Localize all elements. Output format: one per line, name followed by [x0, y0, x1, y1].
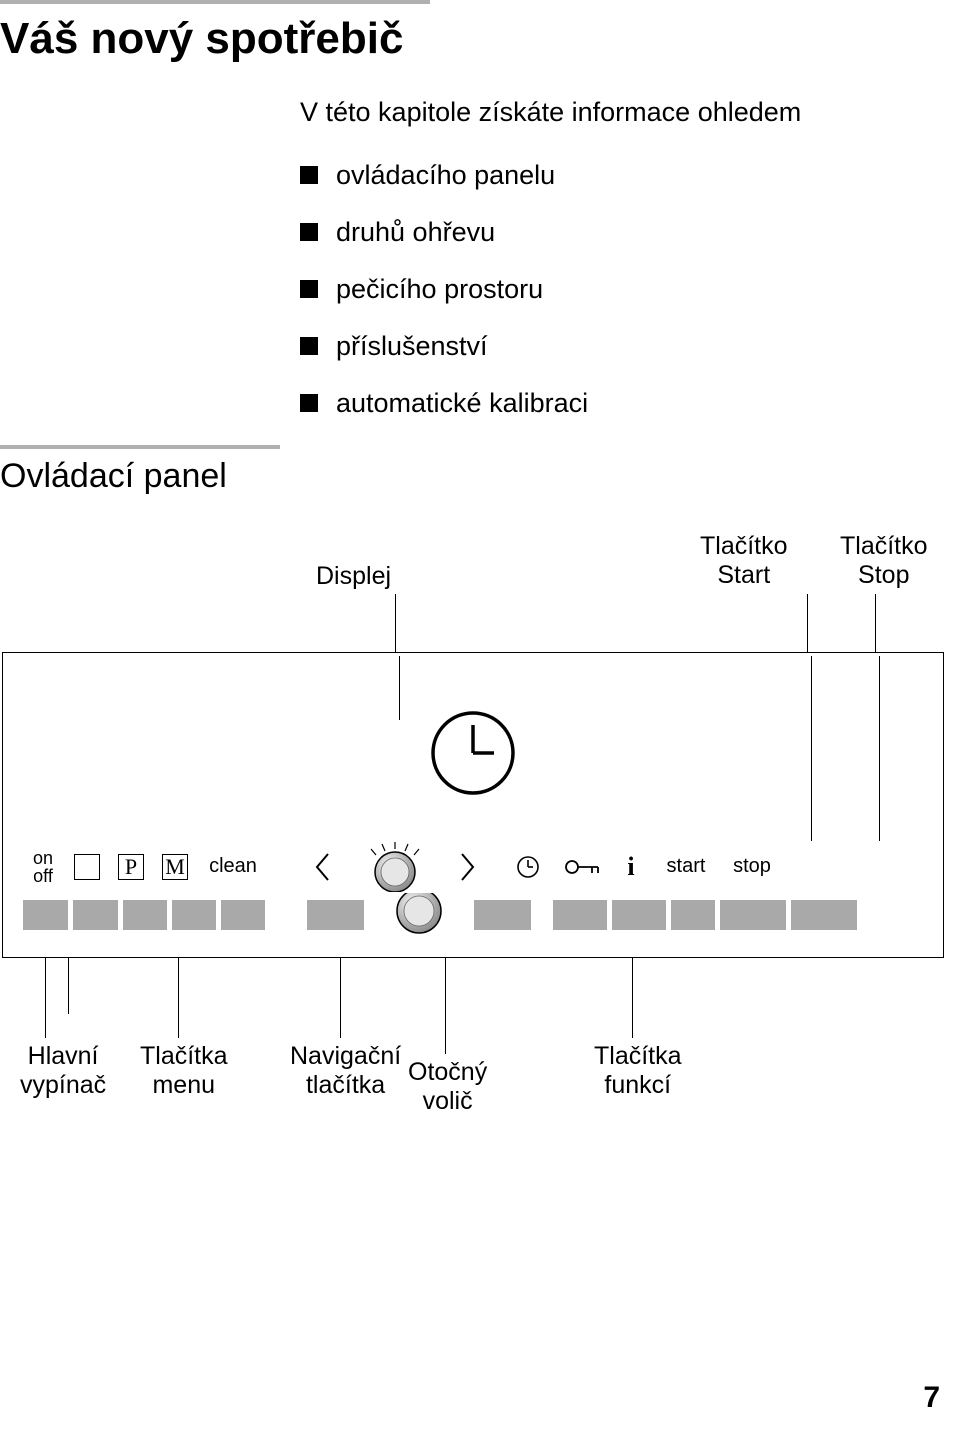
bullet-square-icon [300, 223, 318, 241]
callout-func-buttons: Tlačítkafunkcí [594, 1042, 682, 1100]
leader-line [340, 958, 341, 1038]
square-icon [74, 854, 100, 880]
dial-bottom-icon [376, 893, 462, 937]
clock-icon [425, 705, 521, 801]
callout-stop-line1: Tlačítko [840, 532, 928, 561]
key[interactable] [474, 900, 531, 930]
dial-bottom[interactable] [369, 893, 469, 937]
callout-stop: Tlačítko Stop [840, 532, 928, 590]
bullet-text: ovládacího panelu [336, 160, 555, 191]
callout-nav-buttons: Navigačnítlačítka [290, 1042, 401, 1100]
bullet-text: druhů ohřevu [336, 217, 495, 248]
dial-icon [352, 842, 438, 892]
callout-rotary: Otočnývolič [408, 1058, 487, 1116]
key-strip [15, 893, 931, 941]
bullet-item: příslušenství [300, 331, 960, 362]
bullet-item: ovládacího panelu [300, 160, 960, 191]
key[interactable] [791, 900, 857, 930]
bullet-square-icon [300, 166, 318, 184]
key[interactable] [671, 900, 715, 930]
key[interactable] [720, 900, 786, 930]
bullet-item: pečicího prostoru [300, 274, 960, 305]
bullet-text: pečicího prostoru [336, 274, 543, 305]
leader-line [45, 958, 46, 1038]
leader-line [875, 594, 876, 652]
p-icon: P [118, 854, 144, 880]
callouts-top: Displej Tlačítko Start Tlačítko Stop [0, 532, 960, 652]
start-label: start [667, 855, 706, 877]
chevron-right-icon [457, 852, 477, 882]
on-label: on [21, 849, 65, 867]
callouts-bottom: Hlavnívypínač Tlačítkamenu Navigačnítlač… [0, 958, 960, 1118]
top-rule [0, 0, 430, 4]
clock-small-icon [515, 854, 541, 880]
on-off-label: on off [21, 849, 65, 885]
chevron-left-icon [313, 852, 333, 882]
key[interactable] [23, 900, 68, 930]
page-title: Váš nový spotřebič [0, 14, 960, 64]
bullet-text: automatické kalibraci [336, 388, 588, 419]
control-row: on off P M clean [15, 841, 931, 893]
callout-main-switch: Hlavnívypínač [20, 1042, 106, 1100]
nav-left-button[interactable] [301, 852, 345, 882]
callout-stop-line2: Stop [840, 561, 928, 590]
leader-line [807, 594, 808, 652]
nav-right-button[interactable] [445, 852, 489, 882]
heating-type-button[interactable] [65, 854, 109, 880]
bullet-item: druhů ohřevu [300, 217, 960, 248]
key[interactable] [221, 900, 265, 930]
leader-line [395, 594, 396, 652]
section-rule [0, 445, 280, 449]
m-button[interactable]: M [153, 854, 197, 880]
off-label: off [21, 867, 65, 885]
start-button[interactable]: start [653, 855, 719, 878]
bullet-text: příslušenství [336, 331, 488, 362]
stop-label: stop [733, 855, 771, 877]
bullet-item: automatické kalibraci [300, 388, 960, 419]
leader-line [879, 656, 880, 841]
key[interactable] [73, 900, 118, 930]
rotary-dial[interactable] [345, 842, 445, 892]
leader-line [178, 958, 179, 1038]
bullet-square-icon [300, 280, 318, 298]
m-icon: M [162, 854, 188, 880]
page-number: 7 [923, 1381, 940, 1415]
leader-line [399, 656, 400, 720]
lock-button[interactable] [555, 857, 609, 877]
key[interactable] [172, 900, 216, 930]
key-lock-icon [564, 857, 600, 877]
callout-display: Displej [316, 562, 391, 591]
key[interactable] [612, 900, 666, 930]
callout-start-line1: Tlačítko [700, 532, 788, 561]
leader-line [632, 958, 633, 1038]
clean-button[interactable]: clean [197, 855, 269, 878]
clean-label: clean [209, 855, 257, 877]
leader-line [811, 656, 812, 841]
callout-display-label: Displej [316, 562, 391, 590]
info-icon: i [627, 852, 634, 882]
key[interactable] [307, 900, 364, 930]
leader-line [445, 958, 446, 1054]
callout-start: Tlačítko Start [700, 532, 788, 590]
bullet-list: ovládacího panelu druhů ohřevu pečicího … [300, 160, 960, 419]
key[interactable] [123, 900, 167, 930]
stop-button[interactable]: stop [719, 855, 785, 878]
timer-button[interactable] [501, 854, 555, 880]
control-panel: on off P M clean [2, 652, 944, 958]
leader-line [68, 958, 69, 1014]
callout-menu-buttons: Tlačítkamenu [140, 1042, 228, 1100]
bullet-square-icon [300, 337, 318, 355]
key[interactable] [553, 900, 607, 930]
intro-text: V této kapitole získáte informace ohlede… [300, 92, 960, 134]
callout-start-line2: Start [700, 561, 788, 590]
p-button[interactable]: P [109, 854, 153, 880]
display-area [15, 665, 931, 841]
section-title: Ovládací panel [0, 457, 960, 496]
info-button[interactable]: i [609, 852, 653, 882]
bullet-square-icon [300, 394, 318, 412]
